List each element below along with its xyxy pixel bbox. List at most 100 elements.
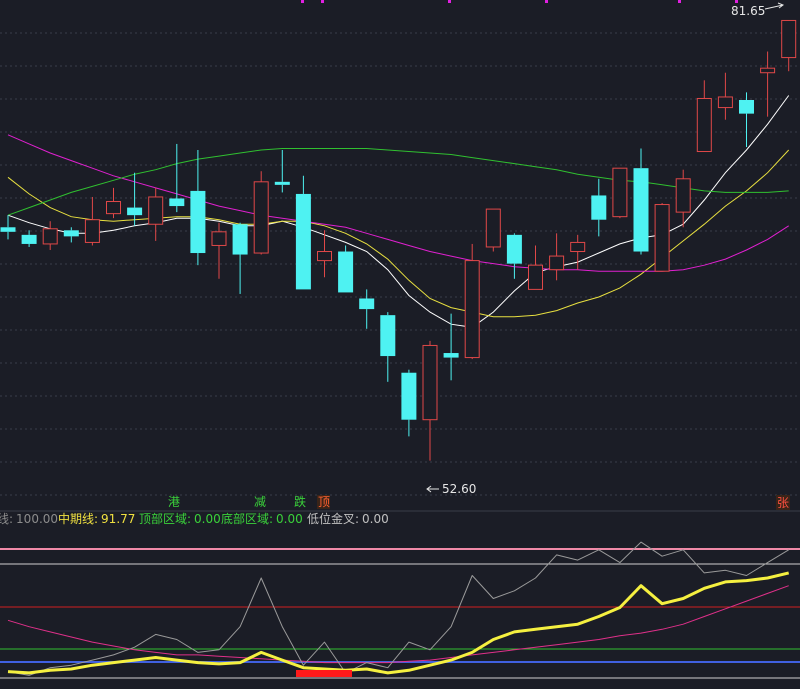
- candle: [464, 243, 480, 360]
- indicator-series-2: [7, 585, 789, 664]
- candle-body: [127, 207, 143, 216]
- indicator-reference-lines: [0, 548, 800, 679]
- candle: [148, 187, 164, 241]
- candle: [739, 92, 754, 147]
- candle-body: [21, 234, 37, 244]
- candle: [295, 175, 311, 290]
- candle: [506, 233, 522, 279]
- signal-ding-box: [317, 495, 330, 509]
- signal-labels: 港 减 跌 顶: [168, 494, 330, 509]
- candle: [570, 234, 586, 270]
- candle: [42, 221, 58, 250]
- top-marker-dot: [448, 0, 451, 3]
- candle-body: [190, 190, 206, 254]
- candle: [654, 203, 670, 272]
- signal-die: 跌: [294, 494, 306, 509]
- ma-line-1: [7, 149, 790, 318]
- candle: [422, 340, 438, 461]
- signal-ding: 顶: [318, 495, 330, 509]
- candle: [528, 245, 543, 290]
- candle-body: [633, 168, 649, 252]
- candle: [338, 245, 354, 293]
- candle: [359, 289, 375, 329]
- top-marker-dot: [545, 0, 548, 3]
- candle: [717, 72, 733, 120]
- candle-body: [253, 181, 269, 254]
- legend-item-top-zone: 顶部区域: 0.00: [139, 511, 221, 526]
- candle: [106, 187, 121, 219]
- candle: [190, 150, 206, 266]
- candle-body: [401, 372, 417, 420]
- candle-body: [338, 251, 354, 293]
- ma-line-2: [7, 134, 789, 272]
- candle-body: [84, 219, 100, 243]
- low-price-label: 52.60: [442, 482, 476, 496]
- top-marker-dot: [321, 0, 324, 3]
- price-gridlines: [0, 32, 800, 496]
- candle-body: [106, 201, 121, 215]
- top-marker-dot: [678, 0, 681, 3]
- candle: [612, 167, 628, 219]
- ma-line-0: [7, 95, 790, 328]
- top-marker-dot: [735, 0, 738, 3]
- high-price-label: 81.65: [731, 4, 765, 18]
- candle-body: [464, 260, 480, 359]
- high-arrow-icon: [764, 2, 785, 10]
- top-marker-dots: [301, 0, 738, 3]
- candle: [401, 369, 417, 437]
- candle-body: [570, 241, 586, 253]
- candle-body: [612, 167, 628, 218]
- candle: [380, 312, 396, 382]
- legend-item-mid-line: 中期线: 91.77: [58, 511, 135, 526]
- candle-body: [380, 315, 396, 357]
- legend-item-line: 线: 100.00: [0, 512, 58, 526]
- candle-body: [739, 100, 754, 114]
- candle-body: [148, 196, 164, 225]
- indicator-series-1: [7, 541, 789, 676]
- signal-jian: 减: [254, 495, 266, 509]
- candle: [591, 178, 607, 237]
- candle-body: [443, 353, 459, 358]
- candle: [485, 208, 501, 252]
- candle: [781, 19, 797, 72]
- candle: [633, 148, 649, 255]
- candle-body: [42, 228, 58, 245]
- candle: [253, 171, 269, 255]
- candle-body: [0, 227, 16, 232]
- top-marker-dot: [301, 0, 304, 3]
- candle-body: [422, 344, 438, 421]
- candle: [0, 215, 16, 240]
- candle-body: [760, 67, 776, 74]
- candle: [232, 222, 248, 294]
- candle: [760, 51, 776, 117]
- legend-item-bottom-zone: 底部区域: 0.00: [221, 511, 303, 526]
- candle: [443, 313, 459, 381]
- candle: [274, 150, 290, 193]
- candle: [127, 172, 143, 226]
- candle-body: [211, 231, 227, 246]
- bottom-signal-bar: [296, 670, 352, 677]
- candle-body: [591, 195, 607, 220]
- candle-body: [317, 251, 332, 262]
- candle-body: [274, 181, 290, 185]
- candle: [84, 196, 100, 246]
- candle: [675, 169, 691, 228]
- candle: [549, 233, 565, 281]
- indicator-lines: [7, 541, 790, 676]
- candle-body: [549, 255, 565, 271]
- candle-body: [528, 264, 543, 290]
- candle-body: [232, 224, 248, 255]
- candle-body: [506, 234, 522, 264]
- right-tag: 张: [777, 496, 789, 510]
- candle: [169, 143, 185, 213]
- candle-body: [717, 96, 733, 109]
- candle-body: [675, 178, 691, 213]
- candle-body: [781, 19, 797, 59]
- candle-body: [485, 208, 501, 248]
- indicator-series-0: [7, 571, 790, 675]
- candlesticks: [0, 19, 797, 461]
- candle-body: [696, 97, 712, 153]
- legend-item-low-golden-cross: 低位金叉: 0.00: [307, 511, 389, 526]
